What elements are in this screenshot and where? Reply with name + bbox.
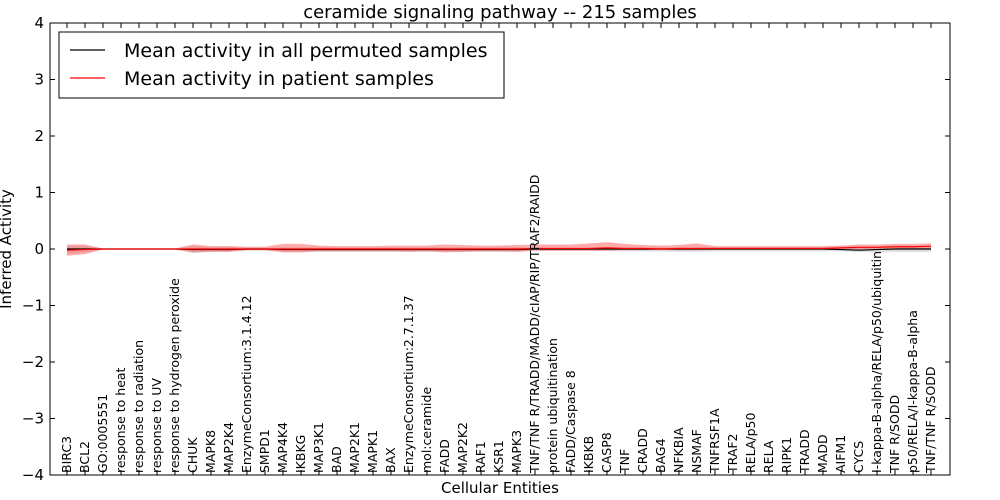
category-labels: BIRC3 BCL2 GO:0005551 response to heat respo… xyxy=(59,175,938,474)
category-label: RELA xyxy=(761,440,776,473)
category-label: TNF/TNF R/TRADD/MADD/cIAP/RIP/TRAF2/RAID… xyxy=(527,175,542,474)
category-label: CRADD xyxy=(635,428,650,473)
y-tick-label: 2 xyxy=(34,127,44,145)
legend-box xyxy=(58,31,505,99)
category-label: IKBKB xyxy=(581,436,596,473)
category-label: response to hydrogen peroxide xyxy=(167,278,182,473)
category-label: response to heat xyxy=(113,367,128,473)
category-label: EnzymeConsortium:3.1.4.12 xyxy=(239,295,254,473)
category-label: TRADD xyxy=(797,429,812,474)
category-label: TNF xyxy=(617,449,632,474)
y-tick-label: 0 xyxy=(34,240,44,258)
y-tick-label: 4 xyxy=(34,14,44,32)
category-label: protein ubiquitination xyxy=(545,338,560,473)
category-label: RELA/p50 xyxy=(743,413,758,473)
category-label: TNFRSF1A xyxy=(707,408,722,474)
category-label: BAD xyxy=(329,446,344,473)
category-label: BCL2 xyxy=(77,441,92,473)
category-label: MAPK1 xyxy=(365,430,380,473)
legend: Mean activity in all permuted samples Me… xyxy=(58,31,505,99)
category-label: CASP8 xyxy=(599,432,614,473)
category-label: BAX xyxy=(383,447,398,473)
category-label: TNF/TNF R/SODD xyxy=(923,367,938,474)
category-label: MAP3K1 xyxy=(311,422,326,473)
category-label: I-kappa-B-alpha/RELA/p50/ubiquitin xyxy=(869,251,884,473)
y-tick-label: −1 xyxy=(22,297,44,315)
category-label: IKBKG xyxy=(293,435,308,473)
category-label: GO:0005551 xyxy=(95,394,110,473)
y-tick-label: 1 xyxy=(34,184,44,202)
series-lines xyxy=(66,245,932,251)
x-axis-ticks xyxy=(66,23,932,475)
category-label: RAF1 xyxy=(473,441,488,473)
category-label: TRAF2 xyxy=(725,433,740,474)
category-label: FADD/Caspase 8 xyxy=(563,370,578,473)
y-axis-ticks: 4 3 2 1 0 −1 −2 −3 −4 xyxy=(22,14,950,484)
legend-label-permuted: Mean activity in all permuted samples xyxy=(124,40,487,62)
plot-frame xyxy=(49,22,951,476)
y-tick-label: −3 xyxy=(22,410,44,428)
category-label: response to radiation xyxy=(131,340,146,473)
category-label: MAPK8 xyxy=(203,430,218,473)
y-tick-label: 3 xyxy=(34,71,44,89)
category-label: BIRC3 xyxy=(59,436,74,473)
category-label: NSMAF xyxy=(689,429,704,473)
line-patient xyxy=(66,245,932,251)
category-label: RIPK1 xyxy=(779,437,794,473)
category-label: mol:ceramide xyxy=(419,387,434,473)
x-axis-label: Cellular Entities xyxy=(441,479,559,497)
category-label: CYCS xyxy=(851,441,866,473)
category-label: SMPD1 xyxy=(257,429,272,473)
category-label: p50/RELA/I-kappa-B-alpha xyxy=(905,310,920,473)
category-label: MAP2K2 xyxy=(455,422,470,473)
category-label: CHUK xyxy=(185,437,200,473)
category-label: response to UV xyxy=(149,378,164,473)
category-label: AIFM1 xyxy=(833,435,848,473)
category-label: FADD xyxy=(437,439,452,473)
category-label: KSR1 xyxy=(491,440,506,473)
category-label: MAPK3 xyxy=(509,430,524,473)
category-label: MADD xyxy=(815,434,830,473)
y-axis-label: Inferred Activity xyxy=(0,189,15,309)
y-tick-label: −4 xyxy=(22,466,44,484)
y-tick-label: −2 xyxy=(22,353,44,371)
category-label: NFKBIA xyxy=(671,427,686,473)
category-label: BAG4 xyxy=(653,438,668,473)
chart-title: ceramide signaling pathway -- 215 sample… xyxy=(303,2,697,23)
category-label: EnzymeConsortium:2.7.1.37 xyxy=(401,295,416,473)
category-label: TNF R/SODD xyxy=(887,395,902,474)
legend-label-patient: Mean activity in patient samples xyxy=(124,68,434,90)
category-label: MAP2K4 xyxy=(221,422,236,473)
category-label: MAP4K4 xyxy=(275,422,290,473)
category-label: MAP2K1 xyxy=(347,422,362,473)
